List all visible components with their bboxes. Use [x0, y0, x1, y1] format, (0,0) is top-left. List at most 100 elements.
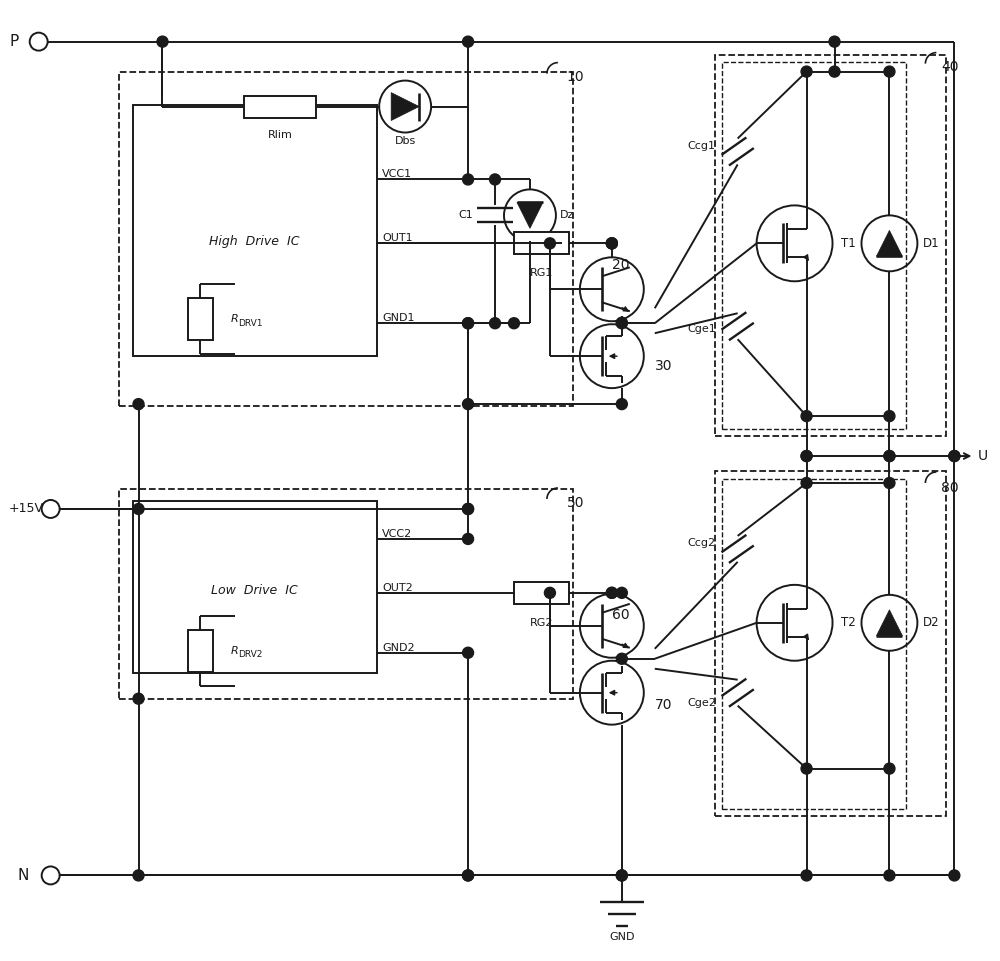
Circle shape: [949, 451, 960, 461]
Circle shape: [616, 653, 627, 664]
Bar: [119, 71, 573, 407]
Text: Ccg2: Ccg2: [688, 538, 716, 548]
Circle shape: [884, 763, 895, 774]
Text: D2: D2: [922, 616, 939, 629]
Circle shape: [949, 451, 960, 461]
Text: Rlim: Rlim: [268, 130, 293, 139]
Circle shape: [508, 318, 519, 329]
Bar: [188, 629, 213, 672]
Circle shape: [884, 870, 895, 881]
Text: Ccg1: Ccg1: [688, 141, 716, 152]
Text: DRV1: DRV1: [238, 319, 263, 328]
Text: RG2: RG2: [530, 618, 554, 628]
Circle shape: [801, 763, 812, 774]
Circle shape: [801, 410, 812, 422]
Circle shape: [884, 478, 895, 488]
Text: 70: 70: [655, 698, 672, 712]
Text: 40: 40: [941, 60, 959, 74]
Circle shape: [884, 410, 895, 422]
Circle shape: [463, 37, 474, 47]
Circle shape: [884, 66, 895, 77]
Circle shape: [616, 870, 627, 881]
Circle shape: [133, 870, 144, 881]
Text: GND1: GND1: [382, 313, 415, 323]
Circle shape: [133, 693, 144, 704]
Text: 50: 50: [567, 496, 584, 510]
Text: OUT2: OUT2: [382, 582, 413, 593]
Circle shape: [606, 587, 617, 599]
Circle shape: [884, 451, 895, 461]
Text: RG1: RG1: [530, 268, 554, 279]
Text: Low  Drive  IC: Low Drive IC: [211, 584, 298, 598]
Text: 20: 20: [612, 259, 629, 272]
Bar: [119, 489, 573, 699]
Text: T2: T2: [841, 616, 855, 629]
Bar: [133, 501, 377, 673]
Circle shape: [801, 478, 812, 488]
Circle shape: [829, 66, 840, 77]
Polygon shape: [517, 203, 543, 229]
Circle shape: [463, 533, 474, 545]
Text: 30: 30: [655, 359, 672, 373]
Bar: [514, 233, 569, 255]
Text: VCC2: VCC2: [382, 529, 412, 539]
Text: N: N: [17, 868, 28, 883]
Bar: [188, 298, 213, 340]
Circle shape: [463, 648, 474, 658]
Circle shape: [801, 451, 812, 461]
Circle shape: [463, 318, 474, 329]
Text: P: P: [9, 35, 18, 49]
Circle shape: [616, 587, 627, 599]
Circle shape: [463, 504, 474, 514]
Circle shape: [544, 238, 555, 249]
Circle shape: [463, 870, 474, 881]
Circle shape: [133, 504, 144, 514]
Circle shape: [606, 238, 617, 249]
Circle shape: [490, 318, 500, 329]
Circle shape: [133, 399, 144, 409]
Text: GND2: GND2: [382, 643, 415, 653]
Circle shape: [463, 174, 474, 185]
Text: High  Drive  IC: High Drive IC: [209, 234, 300, 248]
Text: T1: T1: [841, 236, 855, 250]
Polygon shape: [391, 92, 419, 120]
Text: Dz: Dz: [560, 210, 574, 220]
Text: GND: GND: [609, 932, 635, 943]
Circle shape: [463, 870, 474, 881]
Text: R: R: [230, 646, 238, 655]
Text: Cge1: Cge1: [688, 324, 716, 334]
Polygon shape: [876, 610, 902, 636]
Circle shape: [606, 238, 617, 249]
Text: 80: 80: [941, 481, 959, 495]
Text: C1: C1: [458, 210, 473, 220]
Bar: [244, 95, 316, 117]
Text: D1: D1: [922, 236, 939, 250]
Text: OUT1: OUT1: [382, 234, 413, 243]
Circle shape: [606, 587, 617, 599]
Text: DRV2: DRV2: [238, 651, 263, 659]
Bar: [722, 479, 906, 808]
Circle shape: [884, 451, 895, 461]
Circle shape: [829, 37, 840, 47]
Circle shape: [490, 174, 500, 185]
Circle shape: [801, 66, 812, 77]
Polygon shape: [876, 231, 902, 257]
Circle shape: [801, 451, 812, 461]
Text: R: R: [230, 314, 238, 324]
Bar: [722, 62, 906, 429]
Circle shape: [463, 318, 474, 329]
Circle shape: [616, 399, 627, 409]
Bar: [133, 105, 377, 357]
Circle shape: [616, 317, 627, 329]
Circle shape: [157, 37, 168, 47]
Circle shape: [949, 870, 960, 881]
Circle shape: [616, 870, 627, 881]
Text: 60: 60: [612, 607, 629, 622]
Text: +15V: +15V: [9, 503, 44, 515]
Circle shape: [606, 238, 617, 249]
Text: Cge2: Cge2: [688, 698, 717, 707]
Text: 10: 10: [567, 69, 585, 84]
Bar: [715, 471, 946, 816]
Circle shape: [616, 318, 627, 329]
Text: VCC1: VCC1: [382, 169, 412, 180]
